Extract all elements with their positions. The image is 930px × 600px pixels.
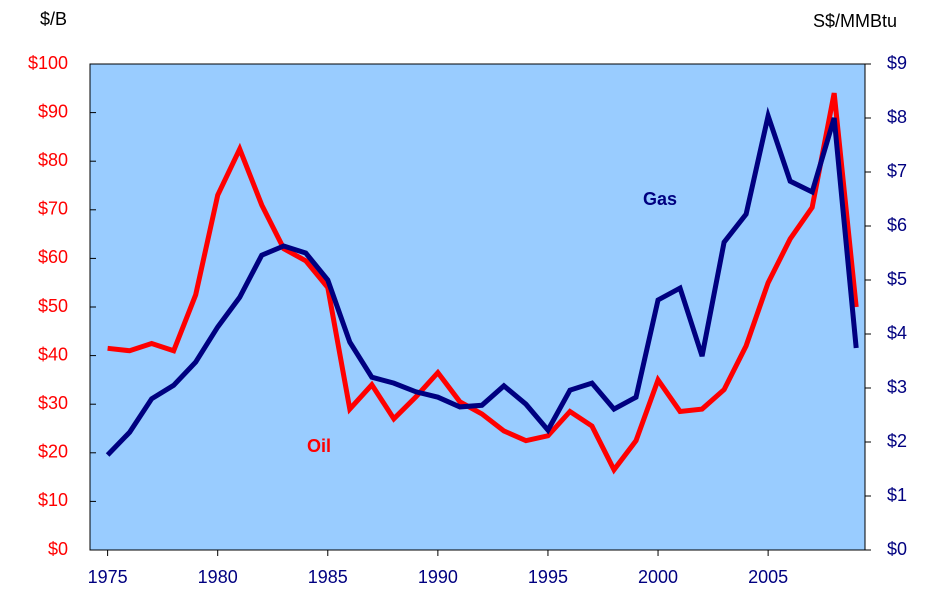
x-tick-label: 2005 [748, 567, 788, 587]
line-series [107, 92, 859, 475]
x-tick-label: 1985 [308, 567, 348, 587]
y-tick-label: $70 [38, 199, 68, 219]
y2-tick-label: $1 [887, 485, 907, 505]
y2-tick-label: $2 [887, 431, 907, 451]
y2-tick-label: $0 [887, 539, 907, 559]
annotation: Oil [307, 436, 331, 456]
y2-tick-label: $7 [887, 161, 907, 181]
x-tick-label: 2000 [638, 567, 678, 587]
y-tick-label: $100 [28, 53, 68, 73]
y-tick-label: $80 [38, 150, 68, 170]
line-series [105, 106, 859, 457]
y2-tick-label: $8 [887, 107, 907, 127]
y-tick-label: $60 [38, 247, 68, 267]
x-tick-label: 1980 [198, 567, 238, 587]
y-tick-label: $30 [38, 393, 68, 413]
x-tick-label: 1990 [418, 567, 458, 587]
y2-axis-label: S$/MMBtu [813, 11, 897, 31]
y2-tick-label: $9 [887, 53, 907, 73]
y-tick-label: $0 [48, 539, 68, 559]
y2-tick-label: $5 [887, 269, 907, 289]
y2-tick-label: $4 [887, 323, 907, 343]
y-tick-label: $20 [38, 442, 68, 462]
annotation: Gas [643, 189, 677, 209]
x-tick-label: 1975 [88, 567, 128, 587]
y-tick-label: $10 [38, 490, 68, 510]
y-axis-label: $/B [40, 9, 67, 29]
x-tick-label: 1995 [528, 567, 568, 587]
y-tick-label: $40 [38, 344, 68, 364]
y2-tick-label: $3 [887, 377, 907, 397]
y-tick-label: $90 [38, 101, 68, 121]
y-tick-label: $50 [38, 296, 68, 316]
plot-area [89, 63, 866, 551]
y2-tick-label: $6 [887, 215, 907, 235]
